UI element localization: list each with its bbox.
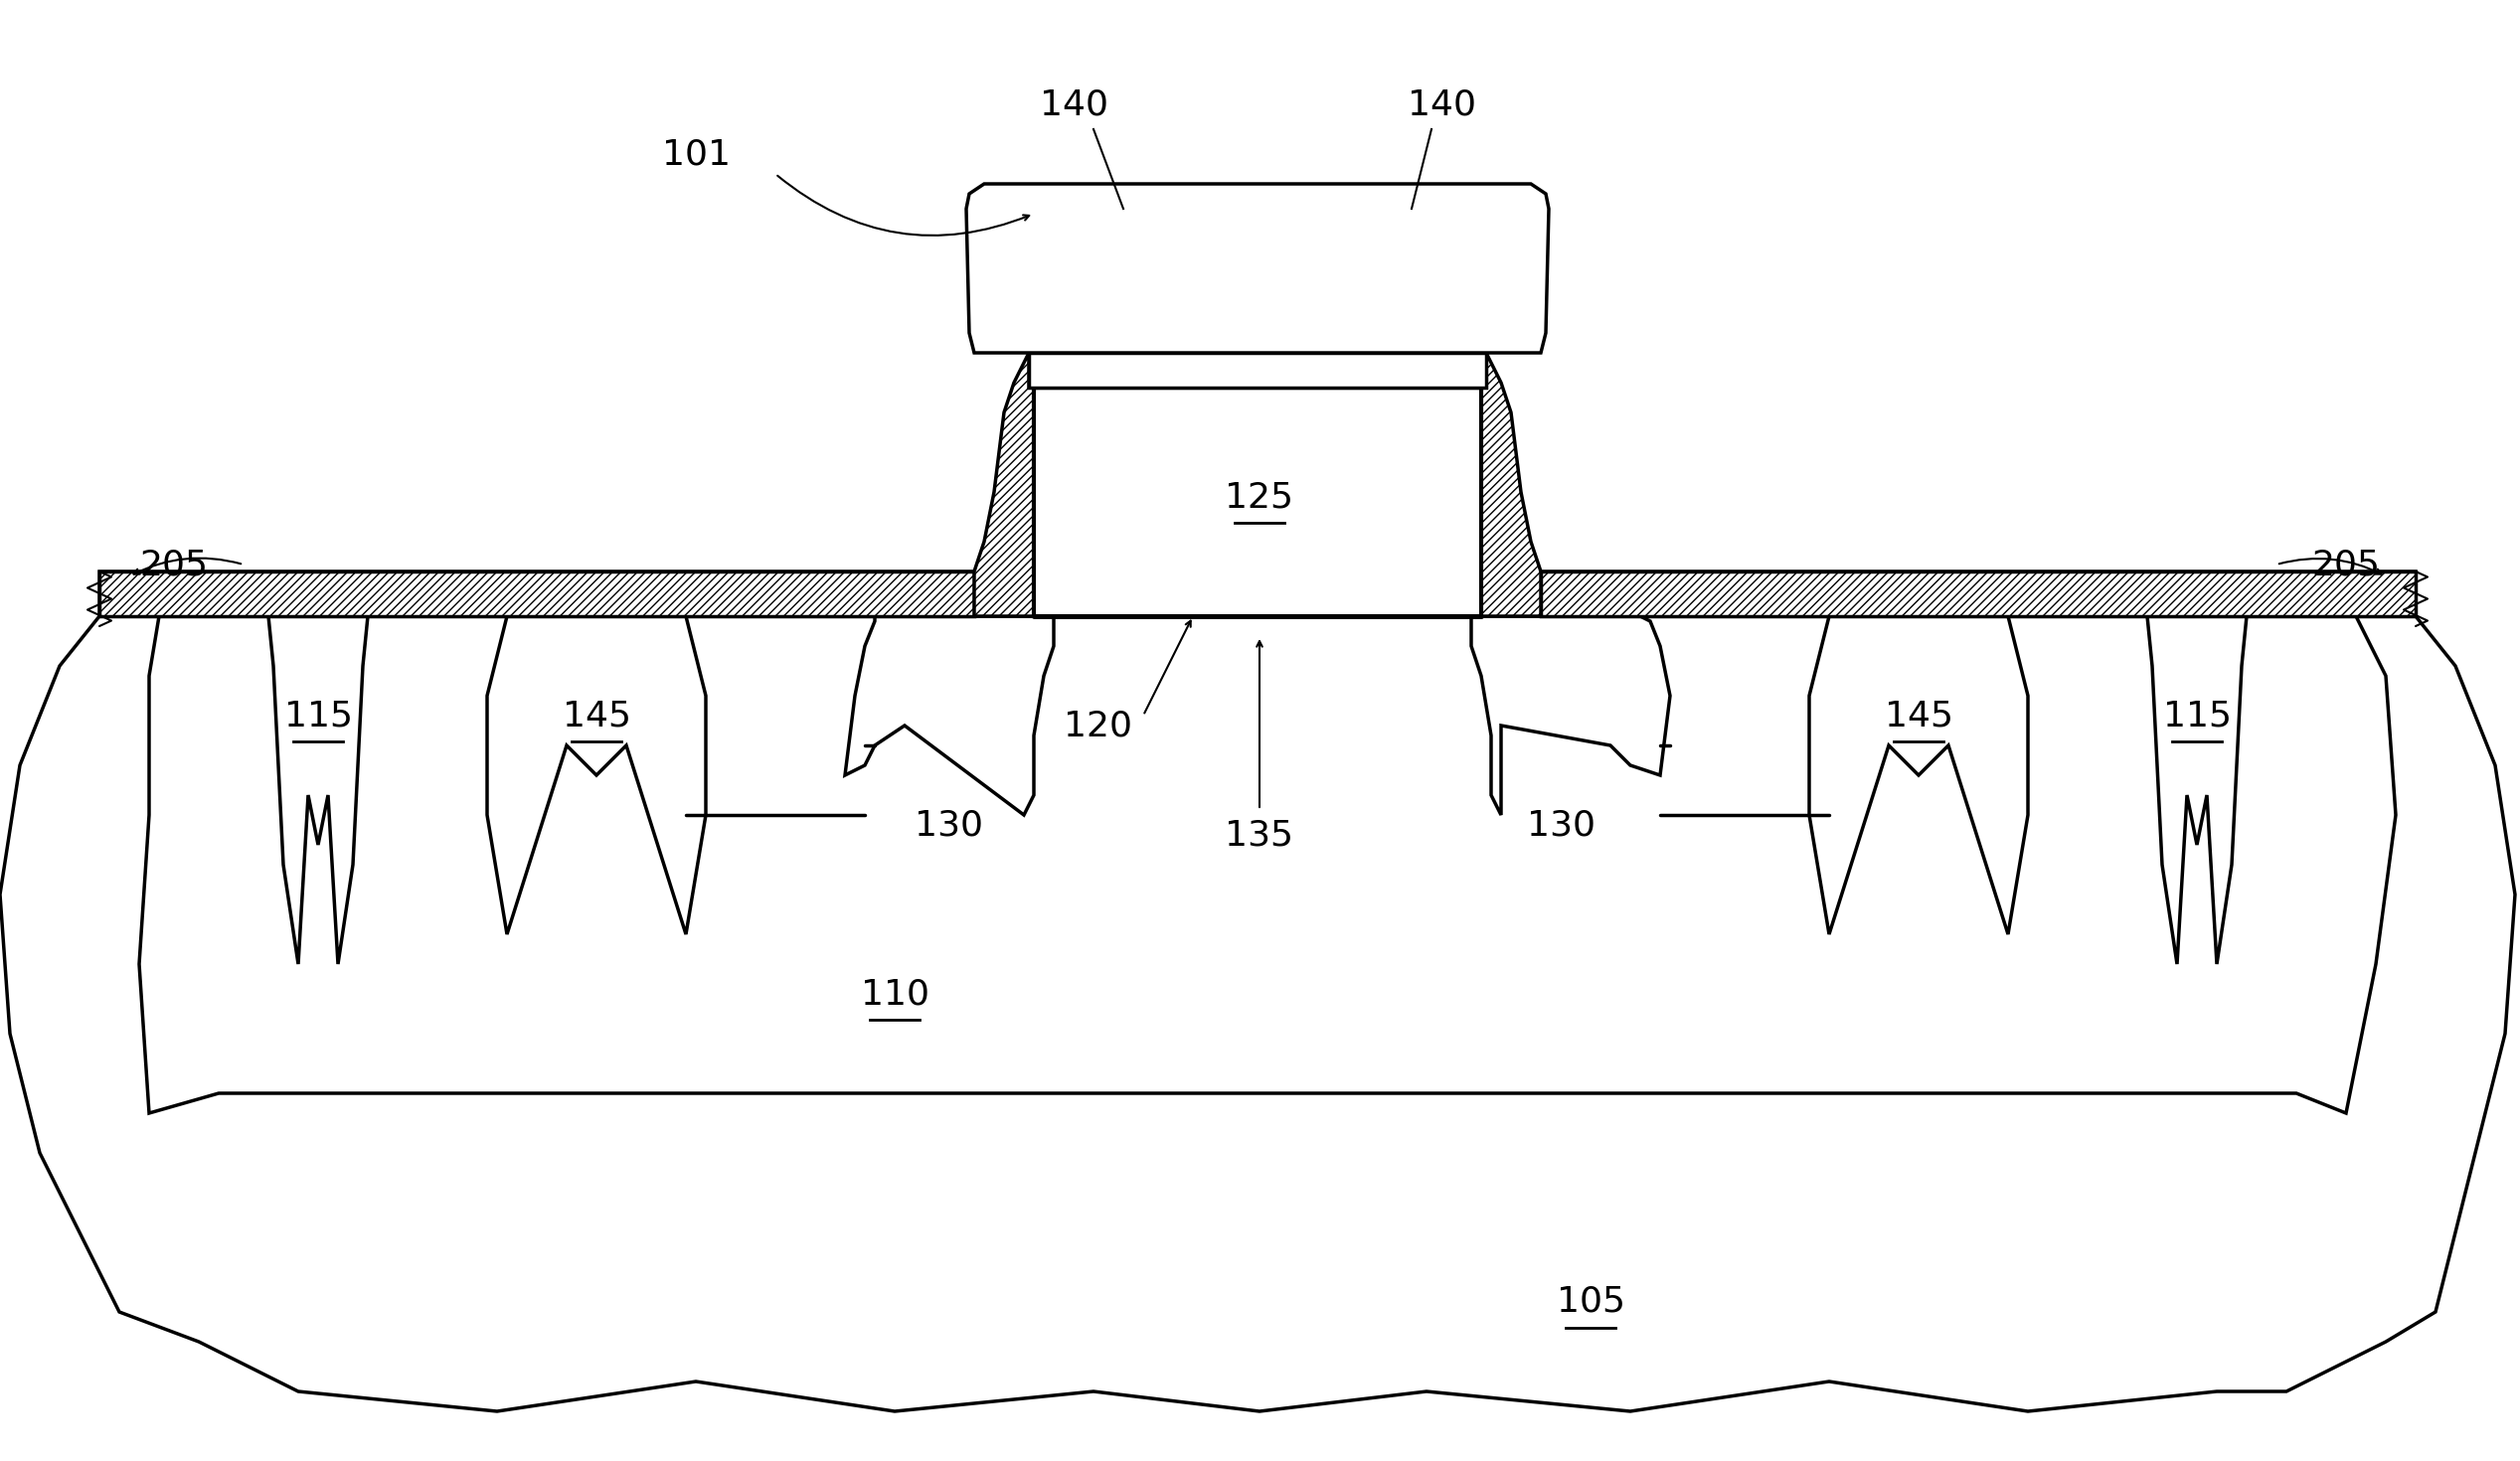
Text: 115: 115 bbox=[285, 698, 353, 732]
Polygon shape bbox=[270, 617, 368, 964]
Polygon shape bbox=[1472, 617, 1671, 815]
Text: 140: 140 bbox=[1038, 88, 1109, 121]
Text: 125: 125 bbox=[1225, 481, 1293, 514]
Polygon shape bbox=[139, 617, 2397, 1113]
Polygon shape bbox=[98, 571, 975, 617]
Polygon shape bbox=[1809, 617, 2029, 934]
Polygon shape bbox=[1033, 387, 1482, 617]
Text: 120: 120 bbox=[1063, 709, 1134, 742]
Polygon shape bbox=[1482, 352, 1540, 617]
Text: 105: 105 bbox=[1557, 1286, 1625, 1319]
Polygon shape bbox=[2147, 617, 2248, 964]
Text: 130: 130 bbox=[1527, 808, 1595, 842]
Text: 110: 110 bbox=[859, 977, 930, 1011]
Text: 140: 140 bbox=[1406, 88, 1477, 121]
Polygon shape bbox=[965, 184, 1550, 352]
Polygon shape bbox=[486, 617, 706, 934]
Polygon shape bbox=[975, 352, 1033, 617]
Polygon shape bbox=[844, 617, 1053, 815]
Polygon shape bbox=[0, 571, 2515, 1411]
Text: 101: 101 bbox=[663, 137, 731, 171]
Polygon shape bbox=[1028, 352, 1487, 387]
Text: 205: 205 bbox=[2311, 548, 2381, 581]
Text: 115: 115 bbox=[2162, 698, 2230, 732]
Text: 145: 145 bbox=[1885, 698, 1953, 732]
Text: 135: 135 bbox=[1225, 818, 1293, 852]
Text: 130: 130 bbox=[915, 808, 983, 842]
Text: 145: 145 bbox=[562, 698, 630, 732]
Text: 205: 205 bbox=[139, 548, 209, 581]
Polygon shape bbox=[1540, 571, 2417, 617]
